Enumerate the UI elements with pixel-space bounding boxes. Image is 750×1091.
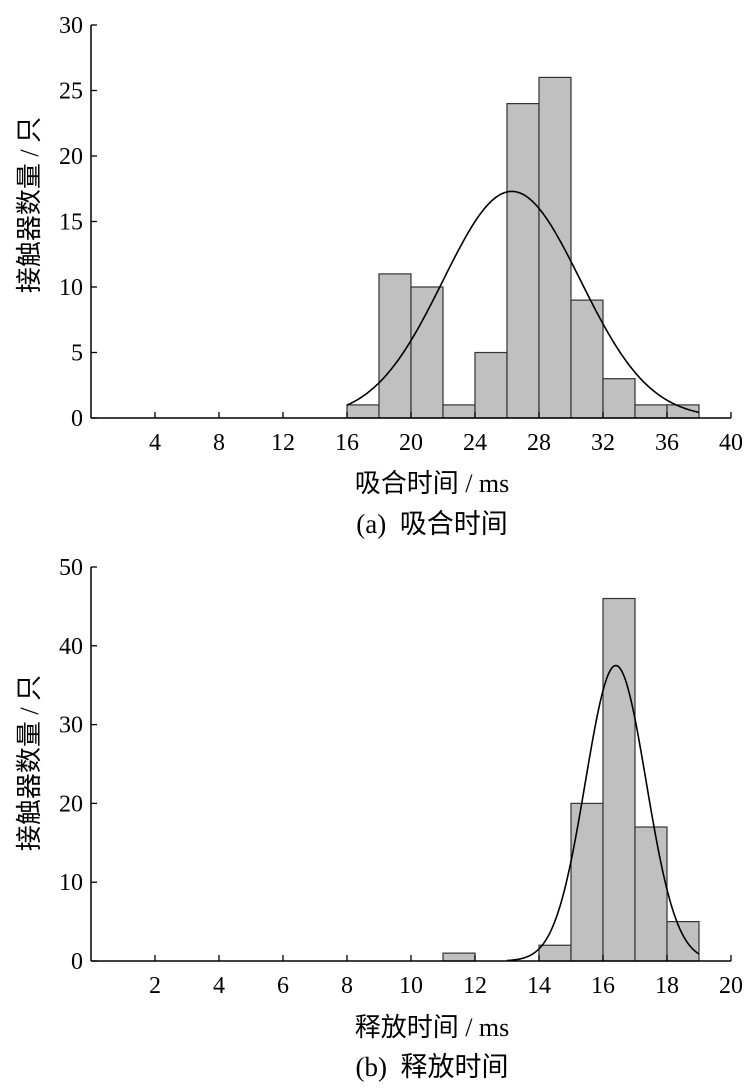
panel-a-axes bbox=[90, 24, 732, 419]
histogram-bar bbox=[378, 273, 412, 419]
panel-b-bars bbox=[442, 597, 700, 962]
histogram-bar bbox=[634, 404, 668, 419]
x-tick-label: 16 bbox=[335, 430, 359, 456]
x-tick-label: 8 bbox=[213, 430, 225, 456]
histogram-bar bbox=[570, 802, 604, 962]
x-tick-label: 32 bbox=[591, 430, 615, 456]
histogram-bar bbox=[538, 76, 572, 419]
y-tick-label: 10 bbox=[59, 870, 83, 896]
panel-b-y-axis-label: 接触器数量 / 只 bbox=[15, 675, 44, 851]
x-tick-label: 2 bbox=[149, 973, 161, 999]
histogram-bar bbox=[602, 597, 636, 962]
panel-b-normal-fit-curve bbox=[506, 664, 700, 962]
x-tick-label: 4 bbox=[213, 973, 225, 999]
y-tick-label: 15 bbox=[59, 210, 83, 236]
y-tick-label: 0 bbox=[71, 949, 83, 975]
histogram-bar bbox=[346, 404, 380, 419]
x-tick-label: 36 bbox=[655, 430, 679, 456]
y-tick-label: 40 bbox=[59, 634, 83, 660]
x-tick-label: 40 bbox=[719, 430, 743, 456]
panel-a-bars bbox=[346, 76, 700, 419]
panel-b: 2 4 6 8 10 12 14 16 18 20 0 10 20 30 40 50 接触器数量 / 只 释放… bbox=[15, 555, 743, 1082]
histogram-bar bbox=[602, 378, 636, 419]
x-tick-label: 28 bbox=[527, 430, 551, 456]
x-tick-label: 12 bbox=[463, 973, 487, 999]
panel-b-tick-labels: 2 4 6 8 10 12 14 16 18 20 0 10 20 30 40 50 bbox=[59, 555, 743, 999]
x-tick-label: 6 bbox=[277, 973, 289, 999]
panel-a-normal-fit-curve bbox=[346, 190, 700, 414]
y-tick-label: 5 bbox=[71, 341, 83, 367]
y-tick-label: 0 bbox=[71, 406, 83, 432]
y-tick-label: 30 bbox=[59, 13, 83, 39]
y-tick-label: 20 bbox=[59, 144, 83, 170]
histogram-bar bbox=[442, 404, 476, 419]
histogram-bar bbox=[666, 920, 700, 962]
panel-a-y-axis-label: 接触器数量 / 只 bbox=[15, 117, 44, 293]
y-tick-label: 20 bbox=[59, 791, 83, 817]
x-tick-label: 20 bbox=[719, 973, 743, 999]
panel-a-x-axis-label: 吸合时间 / ms bbox=[355, 469, 510, 498]
x-tick-label: 18 bbox=[655, 973, 679, 999]
x-tick-label: 4 bbox=[149, 430, 161, 456]
panel-b-x-axis-label: 释放时间 / ms bbox=[355, 1013, 510, 1042]
x-tick-label: 14 bbox=[527, 973, 551, 999]
y-tick-label: 25 bbox=[59, 79, 83, 105]
histogram-bar bbox=[442, 952, 476, 962]
y-tick-label: 10 bbox=[59, 275, 83, 301]
x-tick-label: 10 bbox=[399, 973, 423, 999]
histogram-bar bbox=[634, 826, 668, 962]
histogram-bar bbox=[474, 351, 508, 419]
panel-a: 4 8 12 16 20 24 28 32 36 40 0 5 10 15 20 25 30 接触器数量 / 只… bbox=[15, 13, 743, 539]
panel-b-axes bbox=[90, 566, 732, 962]
histogram-bar bbox=[506, 102, 540, 419]
panel-a-caption: (a) 吸合时间 bbox=[356, 509, 507, 539]
y-tick-label: 30 bbox=[59, 713, 83, 739]
histogram-bar bbox=[410, 286, 444, 419]
y-tick-label: 50 bbox=[59, 555, 83, 581]
panel-a-tick-labels: 4 8 12 16 20 24 28 32 36 40 0 5 10 15 20 25 30 bbox=[59, 13, 743, 456]
x-tick-label: 24 bbox=[463, 430, 487, 456]
x-tick-label: 8 bbox=[341, 973, 353, 999]
x-tick-label: 16 bbox=[591, 973, 615, 999]
histogram-bar bbox=[570, 299, 604, 419]
histogram-bar bbox=[538, 944, 572, 962]
x-tick-label: 12 bbox=[271, 430, 295, 456]
x-tick-label: 20 bbox=[399, 430, 423, 456]
panel-b-caption: (b) 释放时间 bbox=[356, 1052, 509, 1082]
